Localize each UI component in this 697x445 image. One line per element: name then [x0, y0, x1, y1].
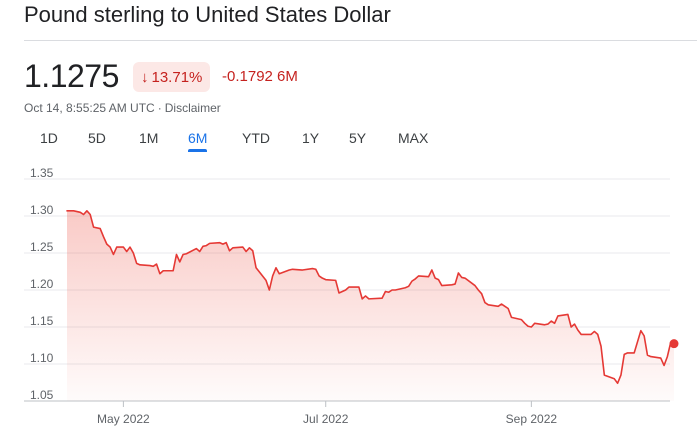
y-tick-label: 1.05 — [30, 388, 54, 402]
percent-change-value: 13.71% — [151, 68, 203, 86]
percent-change-badge: ↓ 13.71% — [133, 62, 211, 92]
series-line — [66, 210, 675, 385]
y-tick-label: 1.10 — [30, 351, 54, 365]
y-tick-label: 1.35 — [30, 166, 54, 180]
last-point-marker — [669, 339, 679, 349]
absolute-change: -0.1792 6M — [222, 68, 298, 85]
x-tick-label: Jul 2022 — [303, 412, 349, 426]
tab-max[interactable]: MAX — [398, 130, 429, 146]
tab-1d[interactable]: 1D — [40, 130, 58, 146]
arrow-down-icon: ↓ — [141, 68, 149, 86]
x-tick-label: May 2022 — [97, 412, 150, 426]
quote-timestamp: Oct 14, 8:55:25 AM UTC — [24, 101, 155, 115]
quote-meta: Oct 14, 8:55:25 AM UTC · Disclaimer — [24, 101, 221, 115]
tab-1m[interactable]: 1M — [139, 130, 159, 146]
meta-separator: · — [157, 101, 162, 115]
y-tick-label: 1.20 — [30, 277, 54, 291]
y-tick-label: 1.25 — [30, 240, 54, 254]
tab-5d[interactable]: 5D — [88, 130, 106, 146]
disclaimer-link[interactable]: Disclaimer — [164, 101, 221, 115]
page-title: Pound sterling to United States Dollar — [24, 2, 391, 27]
tab-1y[interactable]: 1Y — [302, 130, 320, 146]
price-chart[interactable]: 1.35 1.30 1.25 1.20 1.15 1.10 1.05 May 2022 Jul … — [0, 165, 697, 445]
y-tick-label: 1.30 — [30, 203, 54, 217]
tab-6m[interactable]: 6M — [188, 128, 208, 152]
series-area — [67, 210, 674, 401]
y-tick-label: 1.15 — [30, 314, 54, 328]
x-tick-label: Sep 2022 — [506, 412, 558, 426]
tab-5y[interactable]: 5Y — [349, 130, 367, 146]
current-price: 1.1275 — [24, 58, 119, 94]
tab-ytd[interactable]: YTD — [242, 130, 270, 146]
header-divider — [24, 40, 697, 41]
